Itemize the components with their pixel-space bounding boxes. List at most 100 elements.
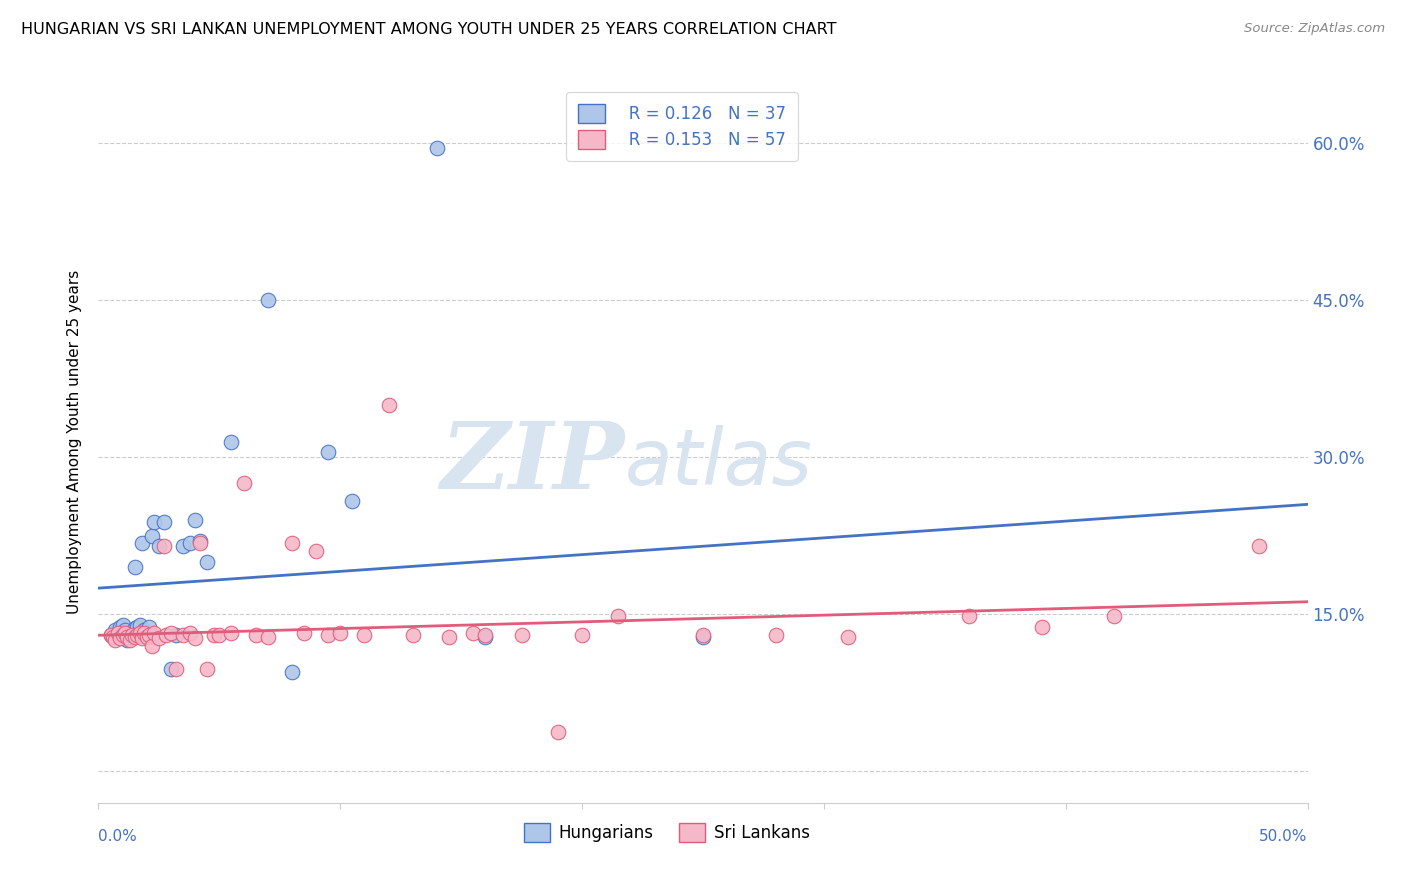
Text: 50.0%: 50.0%	[1260, 829, 1308, 844]
Point	[128, 626, 150, 640]
Point	[134, 623, 156, 637]
Point	[184, 632, 207, 646]
Point	[124, 560, 146, 574]
Point	[117, 633, 139, 648]
Point	[152, 515, 174, 529]
Point	[114, 623, 136, 637]
Point	[179, 536, 201, 550]
Point	[141, 639, 163, 653]
Point	[165, 662, 187, 676]
Point	[292, 626, 315, 640]
Point	[426, 141, 449, 155]
Point	[195, 662, 218, 676]
Point	[510, 628, 533, 642]
Point	[172, 628, 194, 642]
Point	[765, 628, 787, 642]
Point	[353, 628, 375, 642]
Point	[160, 626, 183, 640]
Point	[155, 628, 177, 642]
Point	[316, 445, 339, 459]
Point	[1102, 609, 1125, 624]
Point	[134, 626, 156, 640]
Point	[107, 628, 129, 642]
Text: ZIP: ZIP	[440, 418, 624, 508]
Point	[256, 293, 278, 308]
Point	[692, 631, 714, 645]
Point	[121, 628, 143, 642]
Text: 0.0%: 0.0%	[98, 829, 138, 844]
Point	[128, 617, 150, 632]
Point	[957, 609, 980, 624]
Point	[127, 620, 149, 634]
Point	[547, 724, 569, 739]
Point	[316, 628, 339, 642]
Point	[474, 628, 496, 642]
Point	[104, 623, 127, 637]
Point	[138, 628, 160, 642]
Point	[179, 626, 201, 640]
Point	[108, 620, 131, 634]
Point	[111, 617, 134, 632]
Point	[143, 515, 166, 529]
Point	[141, 529, 163, 543]
Point	[131, 632, 153, 646]
Point	[463, 626, 485, 640]
Point	[108, 632, 131, 646]
Y-axis label: Unemployment Among Youth under 25 years: Unemployment Among Youth under 25 years	[67, 269, 83, 614]
Point	[107, 626, 129, 640]
Point	[143, 626, 166, 640]
Point	[117, 631, 139, 645]
Point	[135, 628, 157, 642]
Point	[437, 631, 460, 645]
Point	[221, 626, 243, 640]
Point	[245, 628, 267, 642]
Point	[1249, 539, 1271, 553]
Point	[138, 620, 160, 634]
Point	[172, 539, 194, 553]
Point	[101, 631, 124, 645]
Point	[148, 539, 170, 553]
Point	[281, 665, 304, 679]
Point	[100, 628, 122, 642]
Point	[127, 628, 149, 642]
Point	[184, 513, 207, 527]
Point	[124, 621, 146, 635]
Point	[152, 539, 174, 553]
Point	[1031, 620, 1053, 634]
Point	[607, 609, 630, 624]
Point	[118, 633, 141, 648]
Point	[256, 631, 278, 645]
Point	[208, 628, 231, 642]
Point	[402, 628, 425, 642]
Point	[188, 534, 211, 549]
Point	[329, 626, 352, 640]
Point	[195, 555, 218, 569]
Point	[111, 626, 134, 640]
Point	[121, 625, 143, 640]
Point	[160, 662, 183, 676]
Point	[100, 628, 122, 642]
Text: atlas: atlas	[624, 425, 813, 501]
Point	[118, 631, 141, 645]
Point	[377, 398, 399, 412]
Point	[281, 536, 304, 550]
Point	[837, 631, 859, 645]
Point	[474, 631, 496, 645]
Point	[165, 628, 187, 642]
Point	[124, 631, 146, 645]
Point	[221, 434, 243, 449]
Point	[111, 628, 134, 642]
Text: HUNGARIAN VS SRI LANKAN UNEMPLOYMENT AMONG YOUTH UNDER 25 YEARS CORRELATION CHAR: HUNGARIAN VS SRI LANKAN UNEMPLOYMENT AMO…	[21, 22, 837, 37]
Point	[342, 494, 364, 508]
Point	[148, 632, 170, 646]
Point	[131, 536, 153, 550]
Point	[232, 476, 254, 491]
Point	[135, 631, 157, 645]
Point	[204, 628, 226, 642]
Point	[692, 628, 714, 642]
Legend: Hungarians, Sri Lankans: Hungarians, Sri Lankans	[517, 816, 817, 848]
Point	[114, 626, 136, 640]
Text: Source: ZipAtlas.com: Source: ZipAtlas.com	[1244, 22, 1385, 36]
Point	[104, 633, 127, 648]
Point	[571, 628, 593, 642]
